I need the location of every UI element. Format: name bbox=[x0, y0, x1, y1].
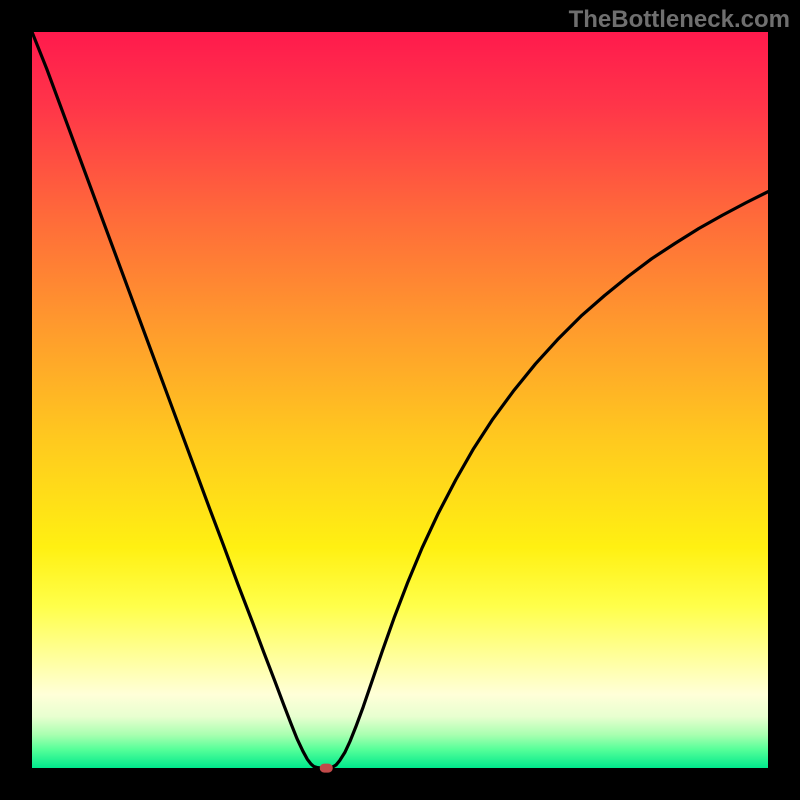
border-bottom bbox=[0, 768, 800, 800]
plot-area bbox=[32, 32, 768, 768]
curve-path bbox=[32, 32, 768, 768]
chart-frame: TheBottleneck.com bbox=[0, 0, 800, 800]
watermark-text: TheBottleneck.com bbox=[569, 6, 790, 34]
border-left bbox=[0, 0, 32, 800]
border-right bbox=[768, 0, 800, 800]
min-point-marker bbox=[320, 764, 333, 773]
bottleneck-curve bbox=[32, 32, 768, 768]
